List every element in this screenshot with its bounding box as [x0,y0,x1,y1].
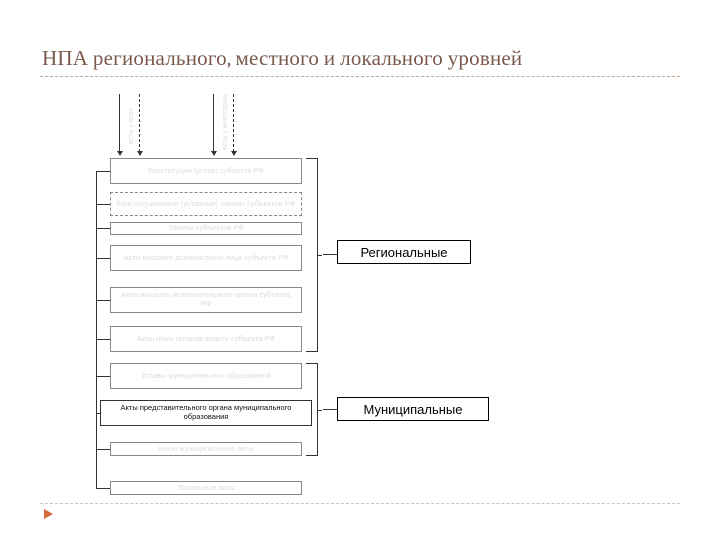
nib-5 [96,300,110,301]
box-local: Локальные акты [110,481,302,495]
category-regional: Региональные [337,240,471,264]
vline-dashed-2 [233,94,234,152]
left-rail [96,171,97,488]
nib-3 [96,228,110,229]
bracket-regional-lead [323,254,337,255]
box-rep-body: Акты представительного органа муниципаль… [100,400,312,426]
page-title: НПА регионального, местного и локального… [42,46,522,71]
nib-10 [96,488,110,489]
footer-arrow-icon [44,509,53,519]
box-top-official: Акты высшего должностного лица субъекта … [110,245,302,271]
title-underline [40,76,680,77]
nib-6 [96,339,110,340]
box-exec-body: Акты высшего исполнительного органа субъ… [110,287,302,313]
nib-1 [96,171,110,172]
bracket-municipal-lead [323,409,337,410]
box-other-municipal: Иные муниципальные акты [110,442,302,456]
vertical-label-right: есть у некоторых [222,94,229,150]
vertical-label-left: есть у всех [128,108,135,144]
nib-2 [96,204,110,205]
box-laws: Законы субъектов РФ [110,222,302,235]
box-constitution: Конституция (устав) субъекта РФ [110,158,302,184]
nib-4 [96,258,110,259]
bracket-municipal [306,363,318,456]
nib-9 [96,449,110,450]
footer-underline [40,503,680,504]
box-const-laws: Конституционные (уставные) законы субъек… [110,192,302,216]
nib-7 [96,376,110,377]
box-other-bodies: Акты иных органов власти субъекта РФ [110,326,302,352]
vline-dashed-1 [139,94,140,152]
box-municipal-charter: Уставы муниципальных образований [110,363,302,389]
vline-solid-1 [119,94,120,152]
bracket-regional [306,158,318,352]
vline-solid-2 [213,94,214,152]
category-municipal: Муниципальные [337,397,489,421]
